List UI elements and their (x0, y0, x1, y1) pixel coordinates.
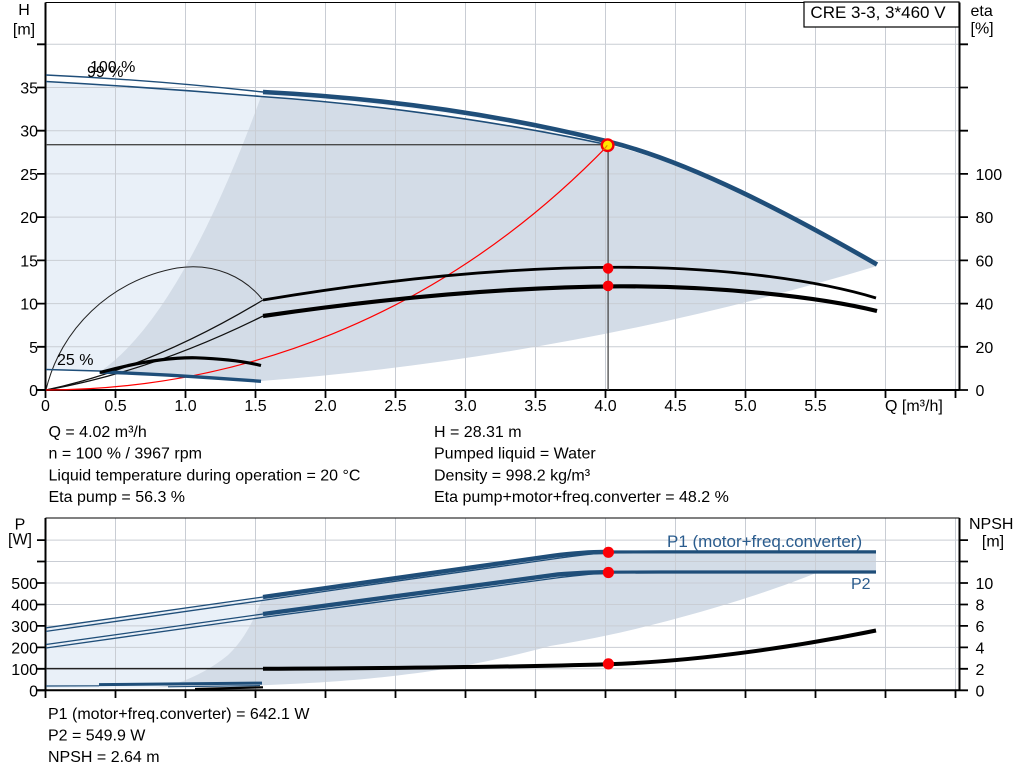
svg-text:5.0: 5.0 (734, 398, 756, 415)
svg-text:eta: eta (971, 3, 993, 20)
svg-text:4.0: 4.0 (594, 398, 616, 415)
svg-text:100 %: 100 % (90, 59, 135, 76)
svg-text:10: 10 (976, 576, 994, 593)
svg-text:H: H (18, 2, 30, 19)
svg-text:NPSH: NPSH (969, 516, 1013, 533)
svg-text:15: 15 (20, 253, 38, 270)
svg-text:Q = 4.02 m³/h: Q = 4.02 m³/h (49, 424, 147, 441)
svg-text:6: 6 (976, 619, 985, 636)
svg-text:2.5: 2.5 (384, 398, 406, 415)
svg-text:P2: P2 (851, 576, 871, 593)
svg-text:0: 0 (29, 683, 38, 700)
svg-text:[W]: [W] (8, 532, 32, 549)
svg-text:5.5: 5.5 (804, 398, 826, 415)
svg-text:100: 100 (11, 662, 38, 679)
svg-text:P: P (15, 517, 26, 534)
svg-text:4.5: 4.5 (664, 398, 686, 415)
svg-text:Liquid temperature during oper: Liquid temperature during operation = 20… (49, 467, 361, 484)
svg-text:25 %: 25 % (57, 352, 93, 369)
svg-text:99 %: 99 % (87, 64, 123, 81)
svg-text:80: 80 (976, 210, 994, 227)
svg-text:2.0: 2.0 (314, 398, 336, 415)
svg-text:20: 20 (976, 340, 994, 357)
svg-text:P2 = 549.9 W: P2 = 549.9 W (48, 728, 146, 745)
svg-text:2: 2 (976, 662, 985, 679)
svg-text:Eta pump+motor+freq.converter: Eta pump+motor+freq.converter = 48.2 % (434, 489, 729, 506)
svg-text:P1 (motor+freq.converter) = 64: P1 (motor+freq.converter) = 642.1 W (48, 706, 310, 723)
svg-text:40: 40 (976, 297, 994, 314)
svg-text:[m]: [m] (982, 534, 1004, 551)
svg-text:100: 100 (976, 167, 1003, 184)
svg-text:Density = 998.2 kg/m³: Density = 998.2 kg/m³ (434, 467, 591, 484)
svg-text:25: 25 (20, 167, 38, 184)
svg-text:n = 100 % / 3967 rpm: n = 100 % / 3967 rpm (49, 446, 202, 463)
svg-text:CRE 3-3, 3*460 V: CRE 3-3, 3*460 V (810, 3, 946, 22)
svg-text:300: 300 (11, 619, 38, 636)
svg-text:10: 10 (20, 297, 38, 314)
svg-text:0: 0 (29, 383, 38, 400)
svg-text:1.5: 1.5 (244, 398, 266, 415)
svg-text:4: 4 (976, 640, 985, 657)
svg-text:200: 200 (11, 640, 38, 657)
svg-text:0: 0 (41, 398, 50, 415)
svg-text:20: 20 (20, 210, 38, 227)
svg-text:500: 500 (11, 576, 38, 593)
svg-text:30: 30 (20, 124, 38, 141)
svg-text:0: 0 (976, 683, 985, 700)
svg-text:1.0: 1.0 (174, 398, 196, 415)
svg-text:35: 35 (20, 80, 38, 97)
svg-text:[m]: [m] (13, 22, 35, 39)
svg-text:Pumped liquid = Water: Pumped liquid = Water (434, 446, 596, 463)
svg-text:60: 60 (976, 253, 994, 270)
svg-text:NPSH = 2.64 m: NPSH = 2.64 m (48, 749, 160, 766)
svg-text:Eta pump = 56.3 %: Eta pump = 56.3 % (49, 489, 186, 506)
svg-text:H = 28.31 m: H = 28.31 m (434, 424, 522, 441)
svg-text:0.5: 0.5 (104, 398, 126, 415)
svg-text:400: 400 (11, 597, 38, 614)
svg-text:5: 5 (29, 340, 38, 357)
svg-text:8: 8 (976, 597, 985, 614)
svg-text:3.5: 3.5 (524, 398, 546, 415)
svg-text:[%]: [%] (971, 21, 994, 38)
svg-text:P1 (motor+freq.converter): P1 (motor+freq.converter) (667, 532, 862, 551)
svg-text:0: 0 (976, 383, 985, 400)
svg-text:Q [m³/h]: Q [m³/h] (885, 398, 943, 415)
svg-text:3.0: 3.0 (454, 398, 476, 415)
